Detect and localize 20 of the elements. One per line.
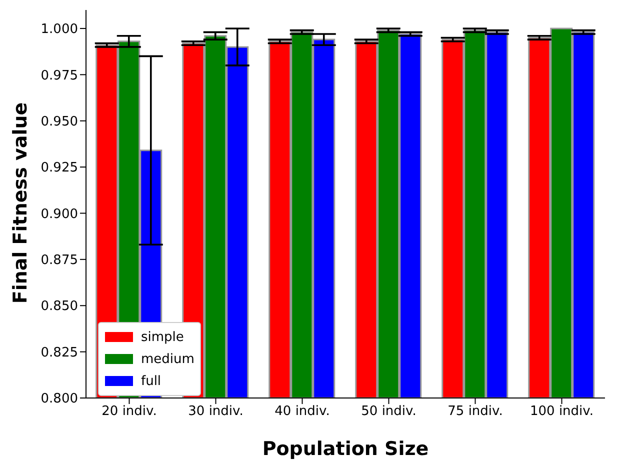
x-axis-title: Population Size — [261, 438, 430, 460]
x-tick-label: 20 indiv. — [102, 404, 157, 420]
legend-label: full — [141, 374, 162, 388]
y-tick-label: 0.950 — [40, 114, 78, 130]
x-tick-label: 75 indiv. — [448, 404, 503, 420]
y-axis-title: Final Fitness value — [10, 102, 32, 304]
x-tick-label: 40 indiv. — [274, 404, 330, 420]
y-tick-label: 0.850 — [40, 299, 78, 314]
legend-label: medium — [141, 352, 194, 366]
y-tick-label: 0.925 — [40, 160, 78, 176]
y-tick-label: 0.900 — [40, 206, 78, 222]
legend-label: simple — [141, 330, 184, 344]
y-tick-label: 0.975 — [40, 68, 78, 84]
y-tick-label: 0.800 — [40, 392, 78, 407]
x-tick-label: 30 indiv. — [188, 404, 244, 420]
y-tick-label: 0.875 — [40, 253, 78, 268]
x-tick-label: 50 indiv. — [361, 404, 416, 420]
y-tick-label: 1.000 — [40, 22, 78, 38]
x-tick-label: 100 indiv. — [530, 404, 594, 420]
y-tick-label: 0.825 — [40, 345, 78, 360]
